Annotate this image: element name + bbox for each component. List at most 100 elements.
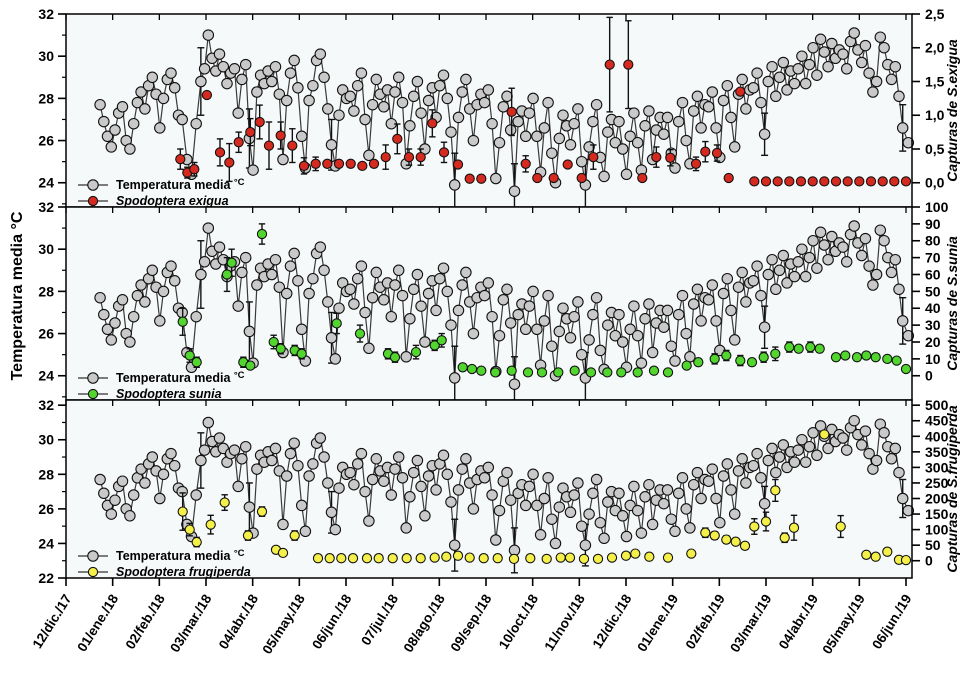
temperature-point <box>762 268 775 281</box>
temperature-point <box>325 139 338 151</box>
panel-1: 32 30 28 26 24 2,5 2,0 1,5 1,0 0,5 0,0 Temperatura … <box>38 6 945 220</box>
temperature-point <box>236 453 248 465</box>
x-tick-label: 10/oct./18 <box>496 591 542 652</box>
temperature-point <box>811 449 823 462</box>
temperature-point <box>553 325 566 338</box>
temperature-point <box>531 323 543 336</box>
right-tick-label: 450 <box>925 413 949 429</box>
temperature-point <box>747 82 760 94</box>
temperature-point <box>232 480 244 493</box>
species-point <box>184 350 195 361</box>
species-point <box>889 176 900 187</box>
temperature-point <box>557 109 569 121</box>
species-point <box>478 553 489 564</box>
temperature-point <box>758 128 771 140</box>
species-point <box>380 151 391 163</box>
temperature-point <box>295 499 308 512</box>
species-point <box>723 172 734 184</box>
temperature-point <box>168 459 181 472</box>
temperature-point <box>803 58 816 71</box>
species-point <box>289 530 300 541</box>
species-point <box>410 346 422 358</box>
temperature-point <box>893 466 905 479</box>
temperature-point <box>822 60 834 73</box>
temperature-point <box>228 444 241 456</box>
temperature-point <box>564 139 577 151</box>
temperature-point <box>788 270 801 283</box>
temperature-point <box>154 492 166 505</box>
species-point <box>490 367 501 378</box>
x-tick-label: 01/ene./19 <box>634 592 681 655</box>
species-point <box>389 352 401 363</box>
species-point <box>256 506 268 517</box>
legend-species-label: Spodoptera sunia <box>116 387 222 401</box>
species-point <box>221 269 233 280</box>
temperature-point <box>893 90 905 103</box>
temperature-point <box>669 525 681 538</box>
temperature-point <box>202 222 215 234</box>
temperature-point <box>512 115 524 128</box>
temperature-point <box>523 107 536 119</box>
species-series-3 <box>177 429 912 566</box>
temperature-point <box>889 442 902 455</box>
species-point <box>739 540 751 551</box>
temperature-point <box>154 315 166 327</box>
right-tick-label: 2,5 <box>925 6 945 22</box>
temperature-point <box>303 94 315 107</box>
temperature-point <box>658 321 670 333</box>
temperature-point <box>519 323 532 336</box>
temperature-point <box>247 164 259 176</box>
temperature-point <box>777 249 790 262</box>
temperature-point <box>154 122 166 134</box>
temperature-point <box>672 115 685 128</box>
temperature-point <box>788 77 801 90</box>
temperature-point <box>116 475 129 487</box>
temperature-point <box>322 103 334 115</box>
right-tick-label: 500 <box>925 397 949 413</box>
temperature-point <box>721 272 734 285</box>
species-point <box>865 176 877 187</box>
temperature-point <box>213 48 226 60</box>
temperature-point <box>669 355 681 367</box>
temperature-point <box>482 277 495 289</box>
species-point <box>835 521 846 532</box>
temperature-point <box>351 272 364 285</box>
temperature-point <box>198 256 211 268</box>
species-point <box>452 159 464 170</box>
left-axis-title: Temperatura media °C <box>9 211 26 381</box>
legend-temperature-label: Temperatura media °C <box>116 548 245 563</box>
temperature-point <box>792 256 804 268</box>
temperature-point <box>643 478 655 491</box>
temperature-point <box>631 504 644 517</box>
species-point <box>357 160 368 172</box>
temperature-point <box>434 79 446 92</box>
temperature-point <box>519 499 532 512</box>
temperature-point <box>124 143 136 155</box>
temperature-point <box>105 141 118 153</box>
species-point <box>569 365 580 376</box>
species-point <box>648 365 660 376</box>
species-point <box>900 176 912 187</box>
temperature-point <box>448 539 461 551</box>
temperature-point <box>277 518 289 531</box>
species-point <box>711 147 723 159</box>
temperature-point <box>859 39 872 52</box>
temperature-point <box>695 492 707 505</box>
species-point <box>275 343 286 354</box>
temperature-point <box>661 111 674 124</box>
temperature-point <box>277 153 289 166</box>
left-tick-label: 22 <box>38 570 54 586</box>
species-point <box>347 553 359 564</box>
temperature-point <box>598 532 610 545</box>
temperature-point <box>896 315 909 327</box>
species-point <box>851 352 863 363</box>
species-point <box>522 367 534 378</box>
species-point <box>735 86 746 97</box>
right-axis-title-3: Capturas de S.frugiperda <box>944 405 960 572</box>
temperature-point <box>691 90 704 103</box>
species-point <box>709 530 720 541</box>
temperature-point <box>157 285 170 298</box>
temperature-point <box>266 75 278 88</box>
temperature-point <box>590 473 603 486</box>
